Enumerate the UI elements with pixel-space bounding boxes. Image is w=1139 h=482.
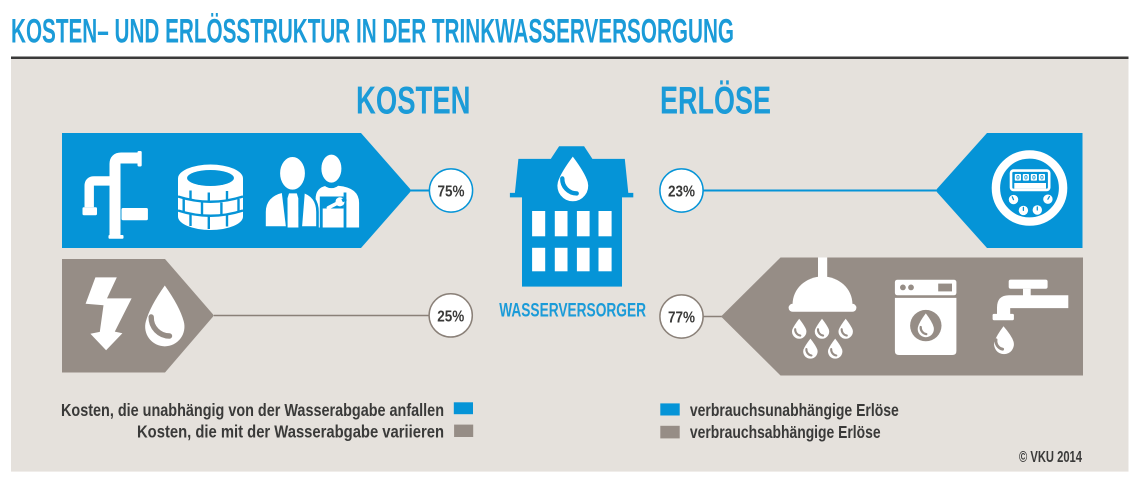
svg-text:0: 0 [1016, 175, 1020, 182]
svg-text:25%: 25% [437, 309, 464, 326]
svg-text:77%: 77% [668, 310, 695, 327]
svg-text:0: 0 [1040, 175, 1044, 182]
svg-text:Kosten, die unabhängig von der: Kosten, die unabhängig von der Wasserabg… [61, 400, 444, 420]
svg-text:KOSTEN– UND ERLÖSSTRUKTUR IN D: KOSTEN– UND ERLÖSSTRUKTUR IN DER TRINKWA… [11, 12, 734, 51]
svg-text:Kosten, die mit der Wasserabga: Kosten, die mit der Wasserabgabe variier… [137, 422, 444, 442]
svg-text:verbrauchsunabhängige Erlöse: verbrauchsunabhängige Erlöse [690, 400, 899, 420]
svg-text:ERLÖSE: ERLÖSE [660, 80, 771, 123]
svg-text:KOSTEN: KOSTEN [356, 80, 471, 123]
svg-text:23%: 23% [668, 184, 695, 201]
svg-text:0: 0 [1024, 175, 1028, 182]
svg-text:0: 0 [1032, 175, 1036, 182]
svg-text:75%: 75% [438, 184, 465, 201]
svg-text:© VKU 2014: © VKU 2014 [1019, 449, 1082, 466]
svg-text:verbrauchsabhängige Erlöse: verbrauchsabhängige Erlöse [690, 422, 881, 442]
svg-text:WASSERVERSORGER: WASSERVERSORGER [499, 300, 646, 321]
